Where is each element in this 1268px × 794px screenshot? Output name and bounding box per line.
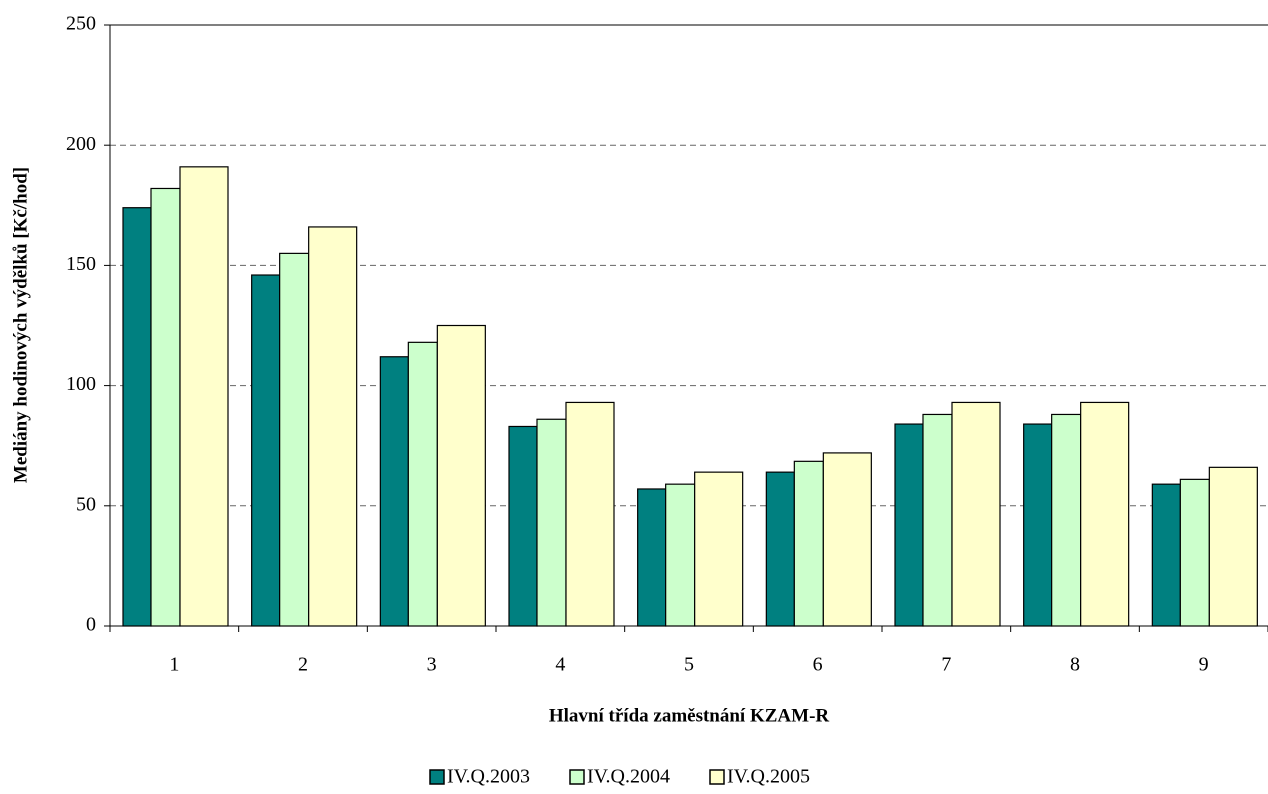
bar: [150, 187, 181, 627]
x-tick-label: 1: [169, 654, 179, 676]
y-tick-label: 100: [66, 373, 96, 395]
x-tick-label: 7: [941, 654, 951, 676]
y-tick-label: 250: [66, 13, 96, 35]
bar: [951, 401, 1001, 627]
bar: [308, 226, 358, 627]
y-tick-label: 0: [86, 614, 96, 636]
bar: [508, 425, 538, 627]
x-tick-label: 8: [1070, 654, 1080, 676]
legend-swatch: [569, 769, 585, 785]
bar: [1051, 413, 1082, 627]
bar: [436, 324, 486, 627]
bar: [1080, 401, 1130, 627]
bar: [407, 341, 438, 627]
legend-swatch: [709, 769, 725, 785]
bar: [251, 274, 281, 627]
bar: [536, 418, 567, 627]
bar: [694, 471, 744, 627]
y-tick-label: 150: [66, 253, 96, 275]
x-tick-label: 5: [684, 654, 694, 676]
legend-label: IV.Q.2005: [727, 766, 810, 788]
bar: [922, 413, 953, 627]
bar: [822, 452, 872, 627]
bar: [665, 483, 696, 627]
legend-label: IV.Q.2003: [447, 766, 530, 788]
bar: [565, 401, 615, 627]
legend-label: IV.Q.2004: [587, 766, 670, 788]
bar: [765, 471, 795, 627]
y-tick-label: 50: [76, 493, 96, 515]
x-tick-label: 9: [1199, 654, 1209, 676]
bar: [279, 252, 310, 627]
bar: [1151, 483, 1181, 627]
bar: [1023, 423, 1053, 627]
bar: [894, 423, 924, 627]
x-tick-label: 6: [813, 654, 823, 676]
bar: [1208, 466, 1258, 627]
y-axis-label: Mediány hodinových výdělků [Kč/hod]: [10, 167, 31, 483]
bar: [1179, 478, 1210, 627]
x-tick-label: 4: [555, 654, 565, 676]
legend-swatch: [429, 769, 445, 785]
bar: [793, 460, 824, 627]
x-tick-label: 3: [427, 654, 437, 676]
bar: [379, 356, 409, 627]
bar: [179, 166, 229, 627]
x-axis-label: Hlavní třída zaměstnání KZAM-R: [549, 705, 830, 726]
y-tick-label: 200: [66, 133, 96, 155]
bar: [637, 488, 667, 627]
bar: [122, 207, 152, 627]
x-tick-label: 2: [298, 654, 308, 676]
